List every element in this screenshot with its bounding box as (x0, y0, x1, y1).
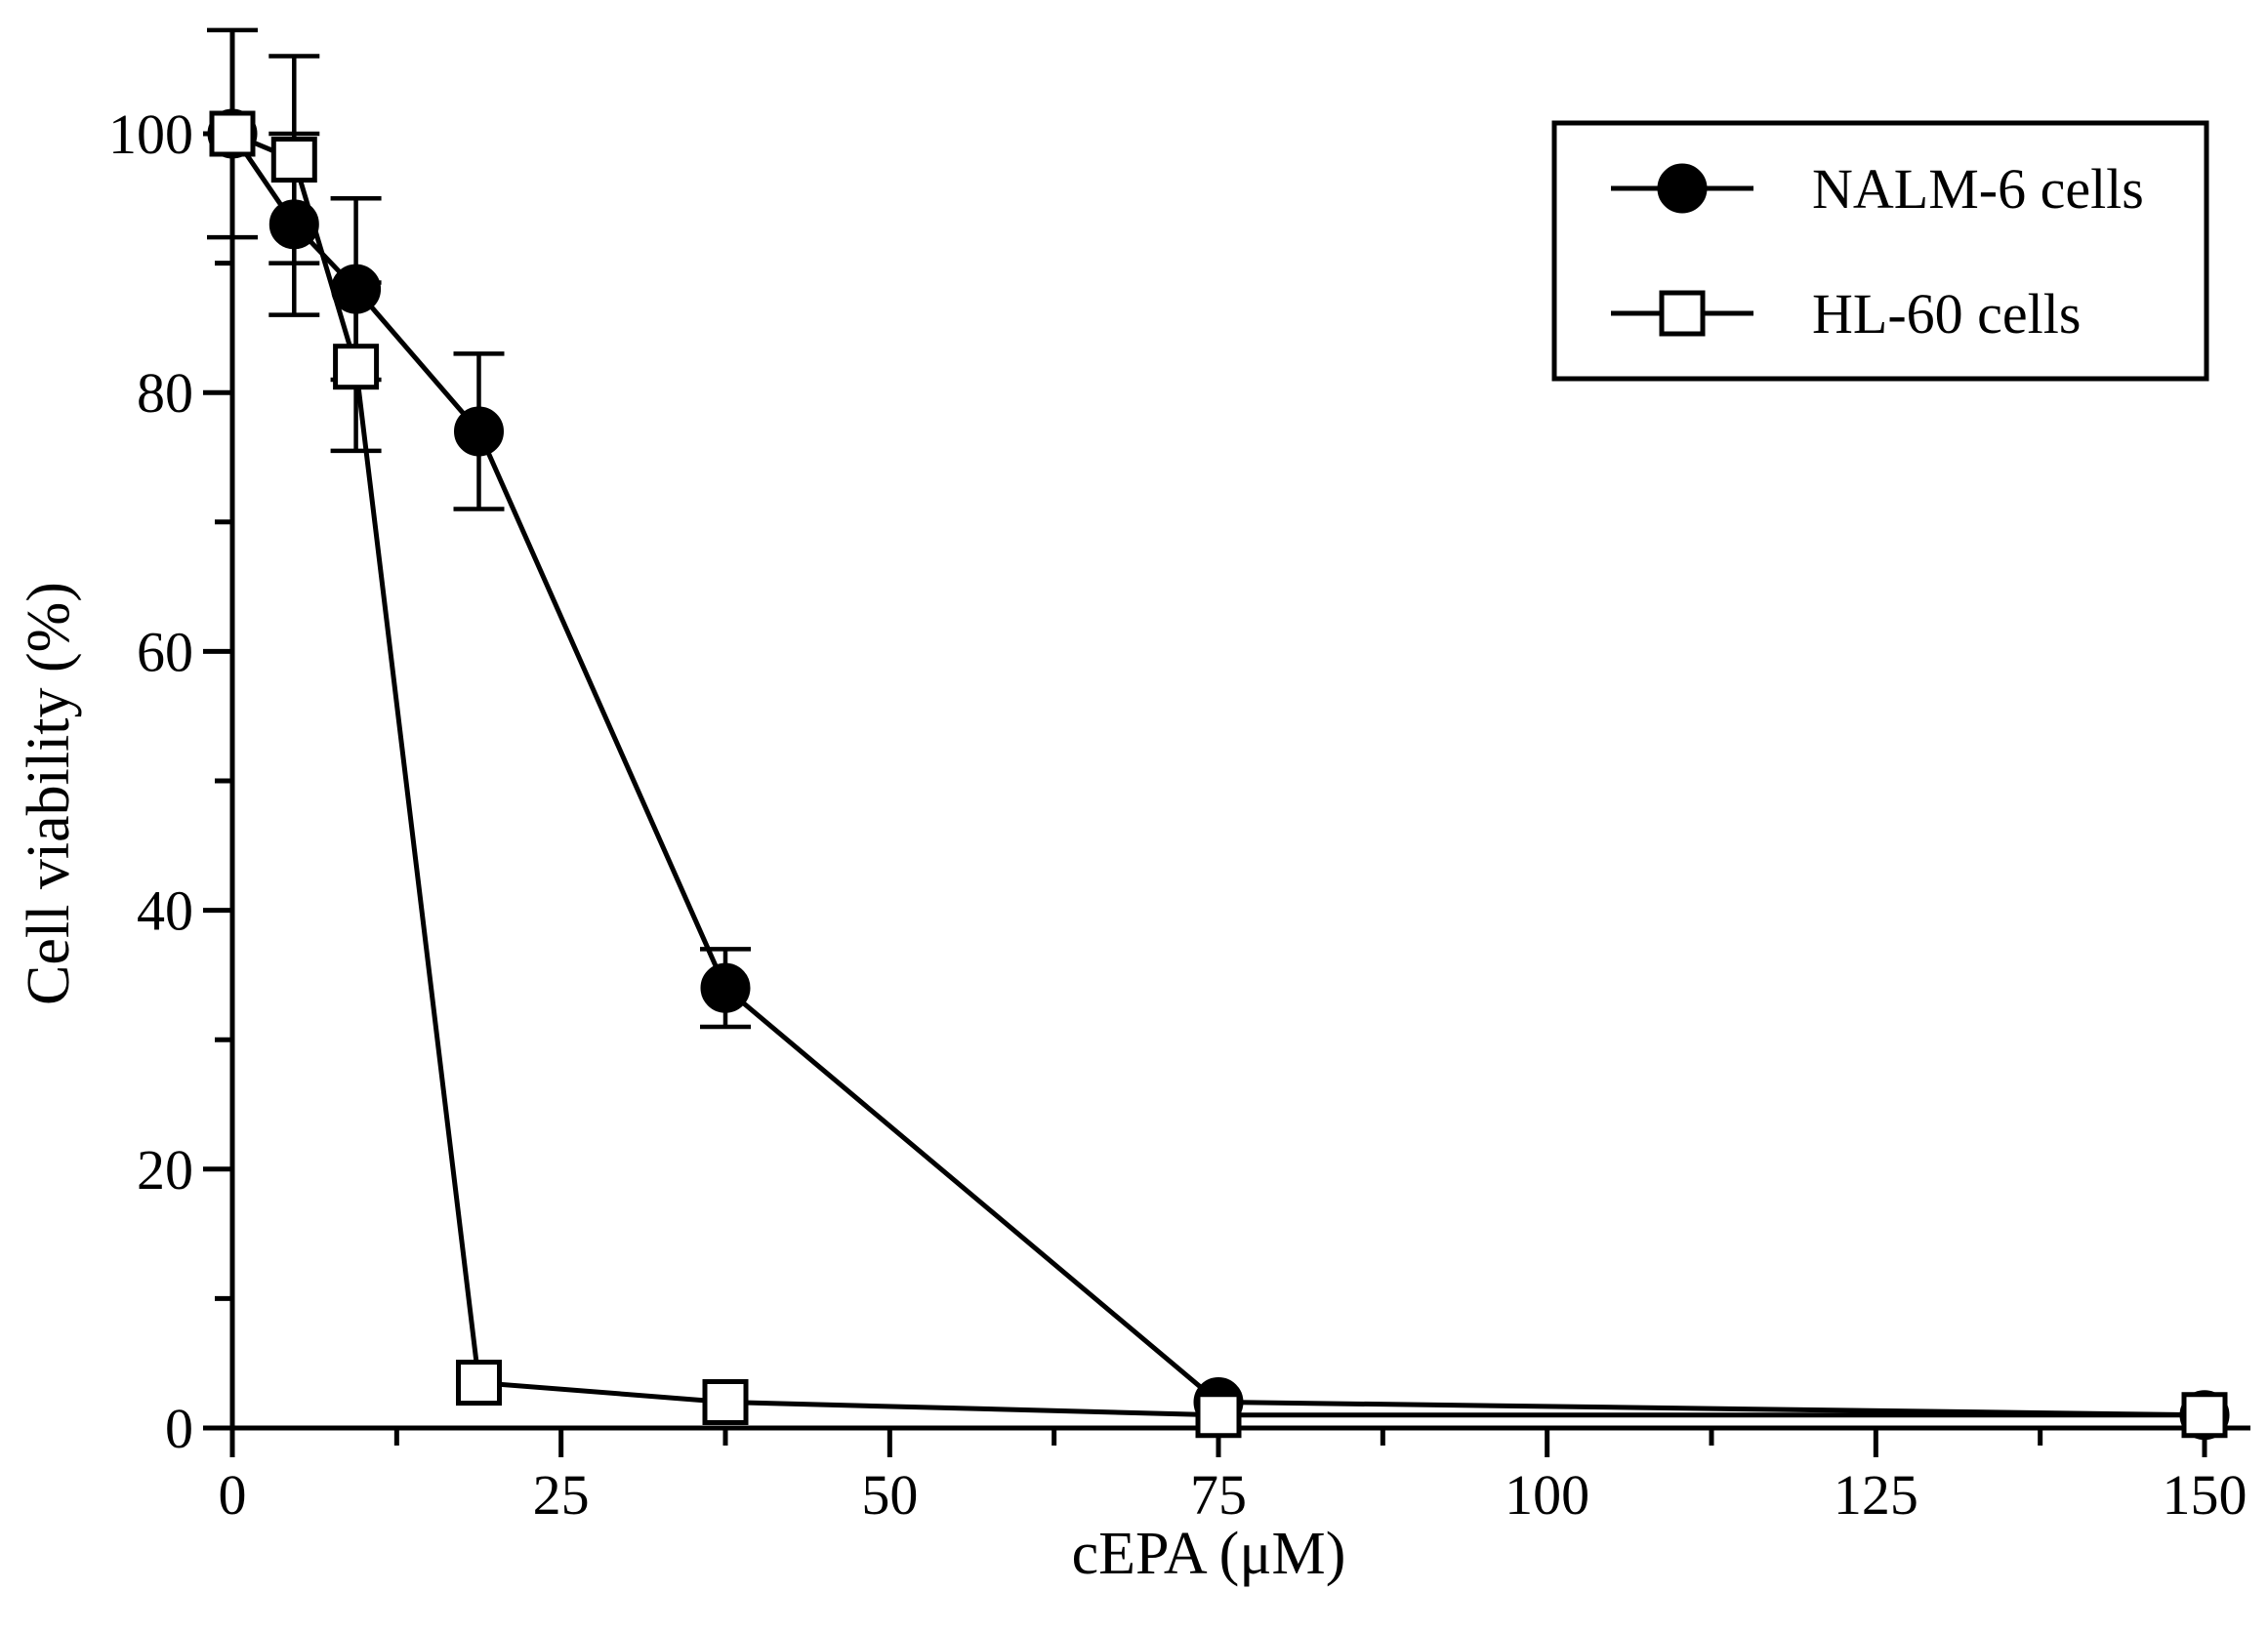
legend-label: HL-60 cells (1812, 282, 2081, 346)
data-point (268, 199, 319, 250)
x-tick-label: 0 (219, 1463, 247, 1527)
y-axis-title: Cell viability (%) (16, 582, 82, 1005)
x-tick-label: 100 (1505, 1463, 1589, 1527)
data-point (454, 406, 504, 457)
x-tick-label: 50 (861, 1463, 918, 1527)
x-tick-label: 75 (1190, 1463, 1247, 1527)
y-tick-label: 20 (137, 1138, 193, 1202)
data-point (270, 137, 317, 183)
y-tick-label: 80 (137, 361, 193, 425)
plot-area: 0 25 50 75 100 125 150 0 20 40 60 80 100 NALM-6 cell… (16, 27, 2250, 1587)
legend-item: NALM-6 cells (1611, 157, 2144, 221)
legend-marker (1659, 290, 1706, 337)
legend: NALM-6 cells HL-60 cells (1551, 120, 2209, 382)
x-tick-label: 150 (2163, 1463, 2247, 1527)
legend-item: HL-60 cells (1611, 282, 2081, 346)
data-point (456, 1360, 502, 1407)
data-point (333, 344, 380, 390)
data-point (1195, 1392, 1242, 1439)
x-axis-title: cEPA (μM) (1072, 1521, 1346, 1587)
data-point (209, 110, 256, 157)
data-point (700, 962, 751, 1013)
legend-marker (1657, 163, 1708, 214)
data-point (331, 264, 382, 314)
series-2-markers (209, 110, 2228, 1439)
data-point (2181, 1392, 2228, 1439)
y-tick-label: 100 (108, 102, 193, 166)
series-layer (207, 27, 2230, 1441)
legend-label: NALM-6 cells (1812, 157, 2144, 221)
data-point (702, 1378, 749, 1425)
x-tick-label: 125 (1834, 1463, 1918, 1527)
y-tick-label: 0 (165, 1397, 193, 1460)
y-tick-label: 40 (137, 879, 193, 943)
y-tick-label: 60 (137, 620, 193, 683)
x-tick-label: 25 (533, 1463, 590, 1527)
axes: 0 25 50 75 100 125 150 0 20 40 60 80 100 (108, 29, 2250, 1527)
